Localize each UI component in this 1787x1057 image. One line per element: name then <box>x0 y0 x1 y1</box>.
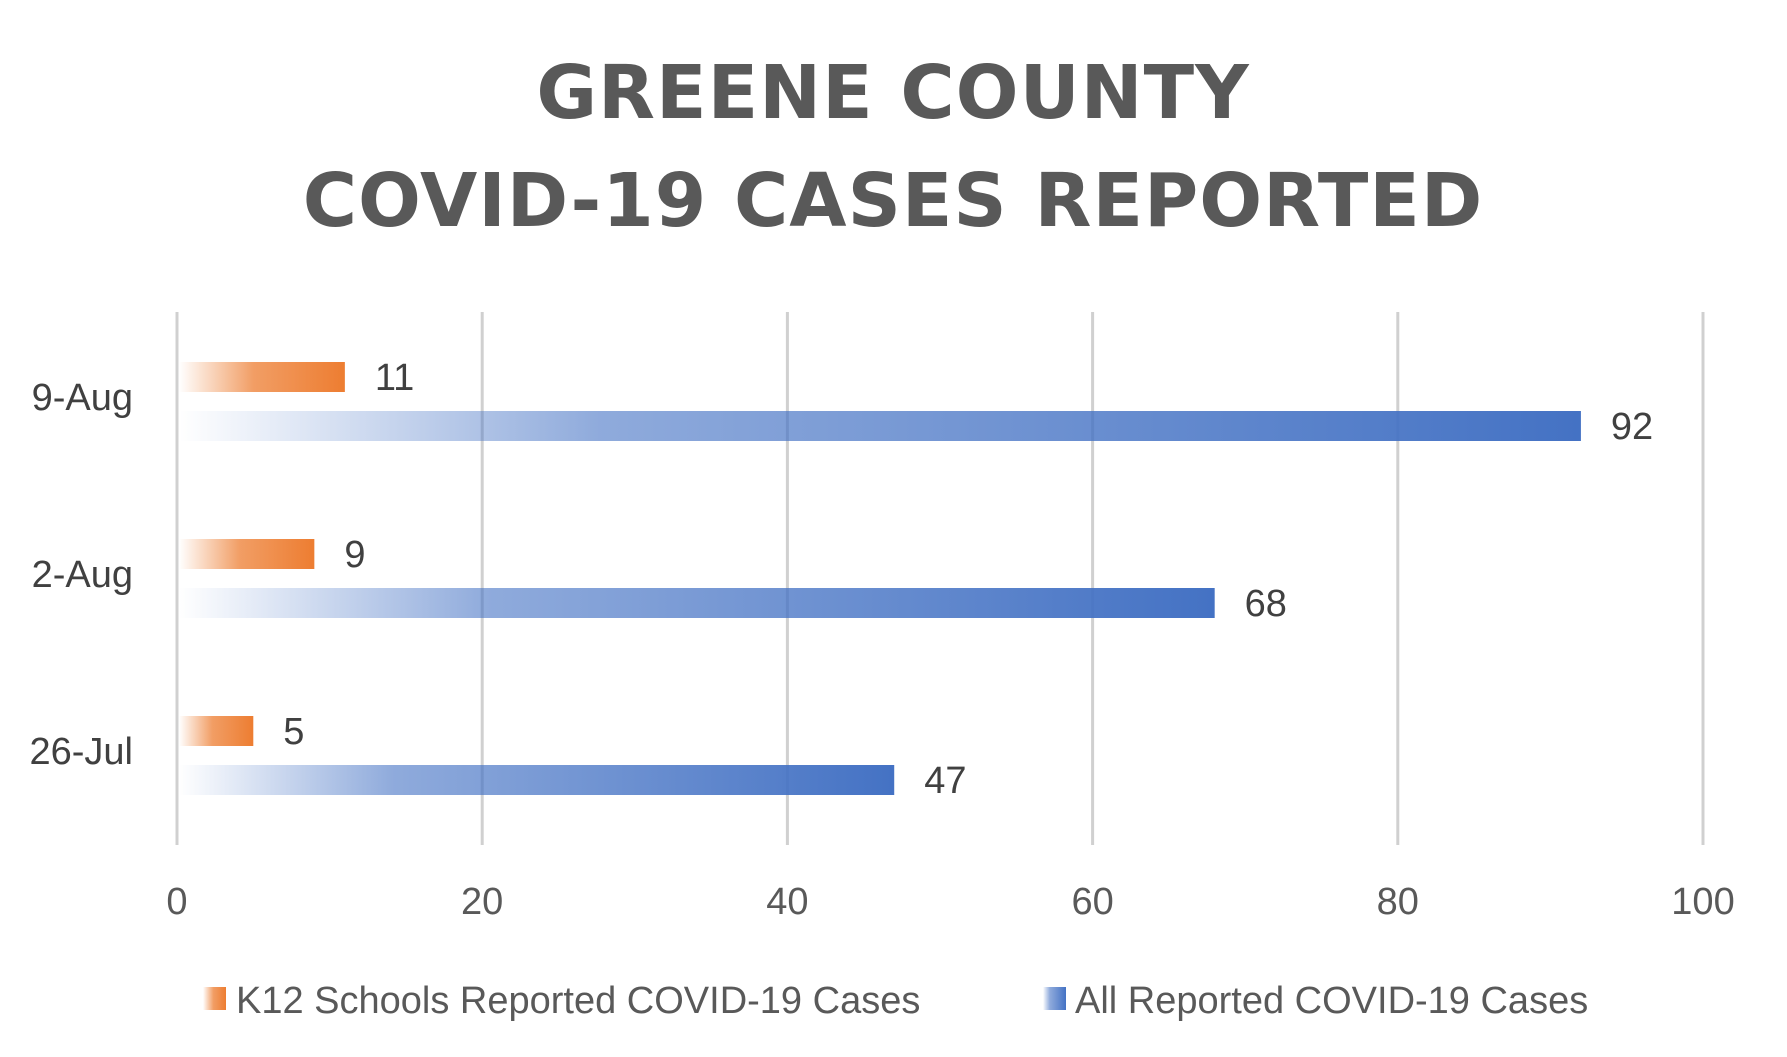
legend-swatch <box>203 987 226 1010</box>
category-label: 2-Aug <box>32 554 133 596</box>
chart-title-line-1: GREENE COUNTY <box>536 50 1250 136</box>
x-tick-label: 20 <box>461 881 503 923</box>
x-axis-ticks: 0 20 40 60 80 100 <box>166 881 1734 923</box>
x-tick-label: 80 <box>1377 881 1419 923</box>
data-label: 92 <box>1611 406 1653 448</box>
category-label: 9-Aug <box>32 377 133 419</box>
k12-bar <box>179 539 315 569</box>
legend-swatch <box>1043 987 1066 1010</box>
x-tick-label: 100 <box>1671 881 1734 923</box>
x-tick-label: 60 <box>1071 881 1113 923</box>
legend-label: K12 Schools Reported COVID-19 Cases <box>236 980 920 1022</box>
category-label: 26-Jul <box>30 731 134 773</box>
data-label: 11 <box>375 357 414 399</box>
legend-label: All Reported COVID-19 Cases <box>1075 980 1588 1022</box>
y-axis-categories: 9-Aug 2-Aug 26-Jul <box>30 377 134 773</box>
data-label: 5 <box>283 711 304 753</box>
data-labels: 11 9 5 92 68 47 <box>283 357 1653 802</box>
legend: K12 Schools Reported COVID-19 Cases All R… <box>203 980 1588 1022</box>
data-label: 9 <box>344 534 365 576</box>
x-tick-label: 40 <box>766 881 808 923</box>
data-label: 68 <box>1245 583 1287 625</box>
data-label: 47 <box>924 760 966 802</box>
gridlines <box>175 312 1705 845</box>
bars <box>179 362 1581 795</box>
all-cases-bar <box>179 588 1215 618</box>
x-tick-label: 0 <box>166 881 187 923</box>
chart-title-line-2: COVID-19 CASES REPORTED <box>303 158 1484 244</box>
all-cases-bar <box>179 765 895 795</box>
k12-bar <box>179 362 345 392</box>
all-cases-bar <box>179 411 1581 441</box>
k12-bar <box>179 716 254 746</box>
chart-title: GREENE COUNTY COVID-19 CASES REPORTED <box>303 50 1484 244</box>
